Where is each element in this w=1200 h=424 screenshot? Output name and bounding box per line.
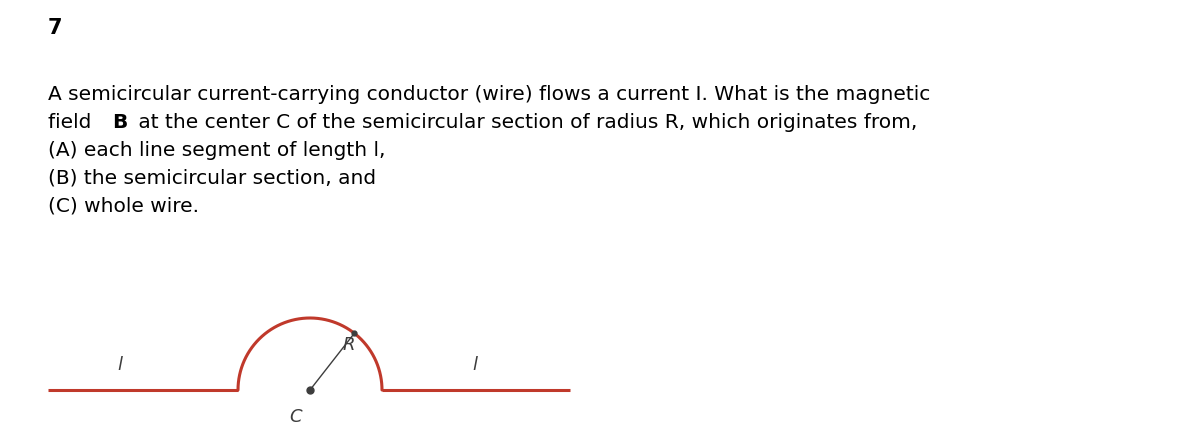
Text: (A) each line segment of length l,: (A) each line segment of length l, [48,141,385,160]
Text: C: C [289,408,302,424]
Text: A semicircular current-carrying conductor (wire) flows a current I. What is the : A semicircular current-carrying conducto… [48,85,930,104]
Text: (C) whole wire.: (C) whole wire. [48,197,199,216]
Text: 7: 7 [48,18,62,38]
Text: l: l [118,356,122,374]
Text: R: R [342,336,355,354]
Text: l: l [473,356,478,374]
Text: B: B [112,113,127,132]
Text: at the center C of the semicircular section of radius R, which originates from,: at the center C of the semicircular sect… [132,113,917,132]
Text: (B) the semicircular section, and: (B) the semicircular section, and [48,169,376,188]
Text: field: field [48,113,97,132]
